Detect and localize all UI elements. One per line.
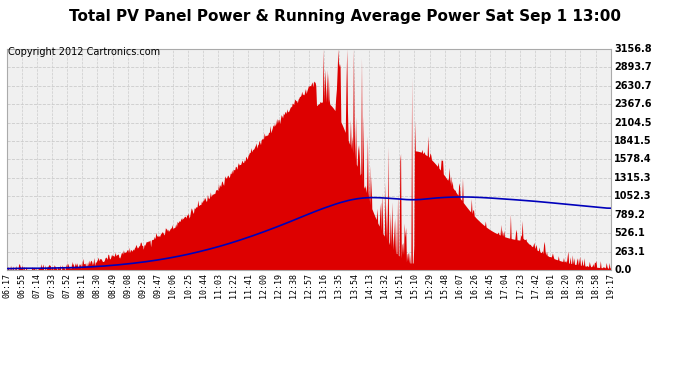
Text: 18:58: 18:58 — [591, 273, 600, 298]
Text: 263.1: 263.1 — [614, 246, 645, 256]
Text: 09:28: 09:28 — [138, 273, 147, 298]
Text: PV Panels (DC Watts): PV Panels (DC Watts) — [534, 24, 642, 33]
Text: 06:17: 06:17 — [2, 273, 12, 298]
Text: 09:47: 09:47 — [153, 273, 162, 298]
Text: 08:11: 08:11 — [78, 273, 87, 298]
Text: 07:14: 07:14 — [32, 273, 41, 298]
Text: 0.0: 0.0 — [614, 265, 631, 275]
Text: 1578.4: 1578.4 — [614, 154, 652, 164]
Text: 15:48: 15:48 — [440, 273, 449, 298]
Text: 14:13: 14:13 — [364, 273, 374, 298]
Text: 1315.3: 1315.3 — [614, 173, 651, 183]
Text: 18:39: 18:39 — [576, 273, 585, 298]
Text: 1841.5: 1841.5 — [614, 136, 652, 146]
Text: 17:42: 17:42 — [531, 273, 540, 298]
Text: 17:23: 17:23 — [515, 273, 524, 298]
Text: 3156.8: 3156.8 — [614, 44, 652, 54]
Text: 15:10: 15:10 — [410, 273, 419, 298]
Text: 13:54: 13:54 — [350, 273, 359, 298]
Text: 10:25: 10:25 — [184, 273, 193, 298]
Text: 11:41: 11:41 — [244, 273, 253, 298]
Text: 19:17: 19:17 — [606, 273, 615, 298]
Text: 11:22: 11:22 — [229, 273, 238, 298]
Text: 13:16: 13:16 — [319, 273, 328, 298]
Text: 1052.3: 1052.3 — [614, 191, 651, 201]
Text: 11:03: 11:03 — [214, 273, 223, 298]
Text: 789.2: 789.2 — [614, 210, 645, 220]
Text: 16:45: 16:45 — [485, 273, 495, 298]
Text: 2104.5: 2104.5 — [614, 117, 651, 128]
Text: 10:44: 10:44 — [199, 273, 208, 298]
Text: 07:52: 07:52 — [63, 273, 72, 298]
Text: 08:49: 08:49 — [108, 273, 117, 298]
Text: 14:32: 14:32 — [380, 273, 388, 298]
Text: 15:29: 15:29 — [425, 273, 434, 298]
Text: 07:33: 07:33 — [48, 273, 57, 298]
Text: 16:07: 16:07 — [455, 273, 464, 298]
Text: Copyright 2012 Cartronics.com: Copyright 2012 Cartronics.com — [8, 47, 160, 57]
Text: 12:19: 12:19 — [274, 273, 283, 298]
Text: 12:38: 12:38 — [289, 273, 298, 298]
Text: 08:30: 08:30 — [93, 273, 102, 298]
Text: 12:57: 12:57 — [304, 273, 313, 298]
Text: 12:00: 12:00 — [259, 273, 268, 298]
Text: Average (DC Watts): Average (DC Watts) — [411, 24, 511, 33]
Text: 18:01: 18:01 — [546, 273, 555, 298]
Text: 2630.7: 2630.7 — [614, 81, 651, 91]
Text: 14:51: 14:51 — [395, 273, 404, 298]
Text: 17:04: 17:04 — [500, 273, 509, 298]
Text: 2367.6: 2367.6 — [614, 99, 651, 109]
Text: 06:55: 06:55 — [17, 273, 26, 298]
Text: 10:06: 10:06 — [168, 273, 177, 298]
Text: Total PV Panel Power & Running Average Power Sat Sep 1 13:00: Total PV Panel Power & Running Average P… — [69, 9, 621, 24]
Text: 18:20: 18:20 — [561, 273, 570, 298]
Text: 16:26: 16:26 — [471, 273, 480, 298]
Text: 2893.7: 2893.7 — [614, 62, 652, 72]
Text: 526.1: 526.1 — [614, 228, 645, 238]
Text: 09:08: 09:08 — [123, 273, 132, 298]
Text: 13:35: 13:35 — [335, 273, 344, 298]
